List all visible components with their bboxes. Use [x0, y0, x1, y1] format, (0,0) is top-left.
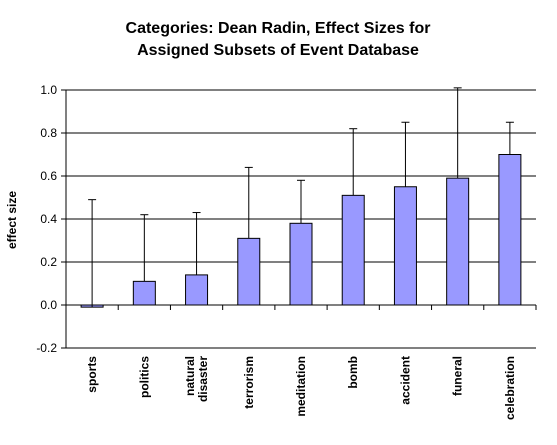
error-bars [88, 87, 514, 308]
category-label-funeral: funeral [451, 356, 465, 396]
axes [61, 89, 537, 349]
category-label-sports: sports [85, 356, 99, 393]
category-label-accident: accident [398, 356, 412, 405]
y-tick-label: 0.4 [40, 212, 57, 226]
bar-bomb [341, 194, 365, 306]
bar-natural-disaster [185, 274, 209, 306]
y-tick-label: 1.0 [40, 83, 57, 97]
bar-politics [132, 280, 156, 306]
bar-accident [393, 186, 417, 306]
y-tick-label: -0.2 [36, 341, 57, 355]
y-tick-label: 0.8 [40, 126, 57, 140]
y-tick-labels: -0.2 0.0 0.2 0.4 0.6 0.8 1.0 [36, 83, 57, 355]
y-tick-label: 0.2 [40, 255, 57, 269]
bar-celebration [498, 154, 522, 306]
category-label-celebration: celebration [503, 356, 517, 420]
y-tick-label: 0.0 [40, 298, 57, 312]
bar-meditation [289, 222, 313, 306]
category-labels: sports politics natural disaster terrorism me… [85, 356, 517, 420]
category-label-meditation: meditation [294, 356, 308, 417]
category-label-natural-disaster: disaster [196, 356, 210, 402]
category-label-politics: politics [137, 356, 151, 398]
bar-terrorism [237, 237, 261, 306]
y-axis-label: effect size [5, 191, 19, 249]
category-label-bomb: bomb [346, 356, 360, 389]
chart-title-line-2: Assigned Subsets of Event Database [137, 42, 419, 59]
chart-title-line-1: Categories: Dean Radin, Effect Sizes for [126, 20, 431, 37]
category-label-terrorism: terrorism [242, 356, 256, 409]
y-tick-label: 0.6 [40, 169, 57, 183]
bars [80, 154, 522, 308]
category-label-natural-disaster: natural [183, 356, 197, 396]
bar-funeral [446, 177, 470, 306]
